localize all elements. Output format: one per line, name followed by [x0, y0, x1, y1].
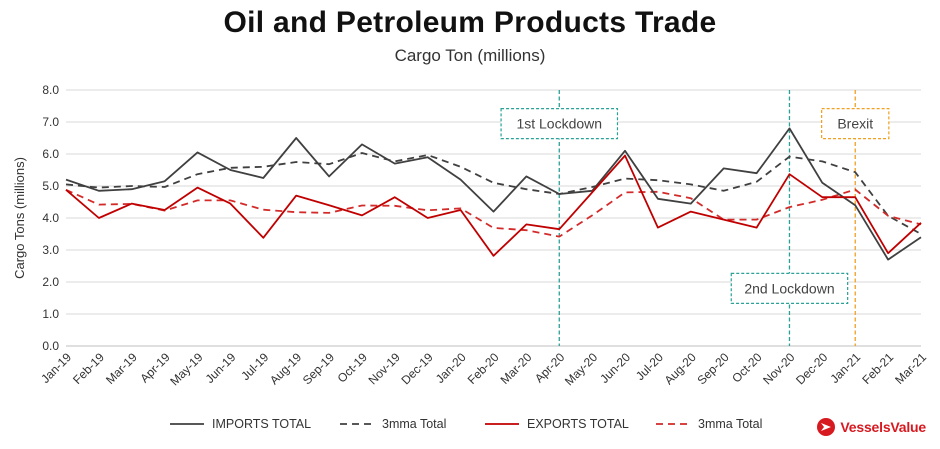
x-tick-label: Jun-19 [203, 350, 239, 386]
legend-label: 3mma Total [698, 417, 762, 431]
legend-label: 3mma Total [382, 417, 446, 431]
x-tick-label: Dec-20 [793, 350, 830, 387]
legend-label: IMPORTS TOTAL [212, 417, 311, 431]
legend-label: EXPORTS TOTAL [527, 417, 629, 431]
x-tick-label: Apr-20 [532, 350, 568, 386]
y-tick-label: 1.0 [42, 307, 59, 321]
annotation-box [730, 272, 849, 304]
annotation-label: Brexit [837, 116, 873, 132]
chart-title: Oil and Petroleum Products Trade [223, 6, 717, 39]
legend-item-3: 3mma Total [656, 417, 762, 431]
x-tick-label: Feb-19 [70, 350, 107, 387]
y-tick-label: 7.0 [42, 115, 59, 129]
annotations: 1st Lockdown 2nd Lockdown Brexit [500, 90, 890, 346]
annotation-1: 2nd Lockdown [730, 90, 849, 346]
chart-subtitle: Cargo Ton (millions) [394, 46, 546, 65]
x-tick-label: Mar-19 [103, 350, 140, 387]
series-line-0 [65, 127, 922, 261]
x-tick-label: Oct-19 [335, 350, 371, 386]
y-tick-label: 3.0 [42, 243, 59, 257]
legend: IMPORTS TOTAL 3mma Total EXPORTS TOTAL 3mma… [170, 417, 762, 431]
x-tick-label: Feb-20 [465, 350, 502, 387]
x-tick-label: Jan-21 [827, 350, 863, 386]
x-tick-label: Aug-20 [662, 350, 699, 387]
x-tick-label: Feb-21 [859, 350, 896, 387]
series-lines [65, 127, 922, 261]
x-tick-label: May-20 [562, 350, 600, 388]
annotation-label: 2nd Lockdown [744, 280, 834, 296]
x-tick-label: Sep-19 [300, 350, 337, 387]
legend-item-1: 3mma Total [340, 417, 446, 431]
y-tick-label: 6.0 [42, 147, 59, 161]
y-tick-label: 0.0 [42, 339, 59, 353]
x-tick-label: Aug-19 [267, 350, 304, 387]
annotation-label: 1st Lockdown [516, 116, 602, 132]
series-line-1 [65, 152, 922, 235]
x-tick-label: Nov-19 [366, 350, 403, 387]
x-tick-label: Mar-21 [892, 350, 929, 387]
annotation-box [821, 107, 890, 140]
x-tick-label: Jan-19 [38, 350, 74, 386]
legend-item-2: EXPORTS TOTAL [485, 417, 629, 431]
x-tick-label: Nov-20 [760, 350, 797, 387]
x-tick-label: Oct-20 [729, 350, 765, 386]
series-line-3 [65, 188, 922, 238]
x-tick-label: Jun-20 [597, 350, 633, 386]
y-axis-ticks: 0.0 1.0 2.0 3.0 4.0 5.0 6.0 7.0 8.0 [42, 83, 59, 353]
y-tick-label: 5.0 [42, 179, 59, 193]
x-tick-label: Mar-20 [498, 350, 535, 387]
y-tick-label: 4.0 [42, 211, 59, 225]
gridlines [66, 89, 921, 315]
y-axis-title: Cargo Tons (millions) [12, 157, 27, 279]
y-tick-label: 8.0 [42, 83, 59, 97]
brand-logo: VesselsValue [816, 417, 926, 437]
annotation-box [500, 107, 619, 140]
legend-item-0: IMPORTS TOTAL [170, 417, 311, 431]
series-line-2 [65, 154, 922, 257]
x-tick-label: Sep-20 [694, 350, 731, 387]
x-tick-label: May-19 [167, 350, 205, 388]
y-tick-label: 2.0 [42, 275, 59, 289]
logo-text: VesselsValue [840, 419, 926, 435]
x-tick-label: Apr-19 [137, 350, 173, 386]
x-tick-label: Jan-20 [433, 350, 469, 386]
annotation-2: Brexit [821, 90, 890, 346]
x-tick-label: Dec-19 [399, 350, 436, 387]
vesselsvalue-logo-icon [817, 418, 836, 436]
annotation-0: 1st Lockdown [500, 90, 619, 346]
